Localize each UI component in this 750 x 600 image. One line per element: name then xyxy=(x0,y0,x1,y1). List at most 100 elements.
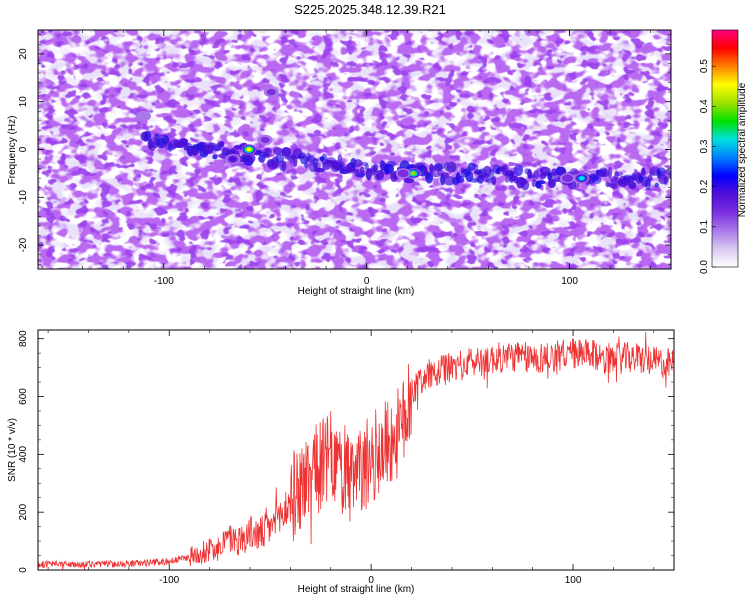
peak-contour xyxy=(266,88,276,96)
heatmap-x-tick-label: -100 xyxy=(154,276,174,287)
ridge-blob xyxy=(474,164,478,171)
ridge-blob xyxy=(435,162,446,170)
chart-title: S225.2025.348.12.39.R21 xyxy=(294,2,446,17)
heatmap-y-tick-label: 10 xyxy=(18,96,29,108)
peak-contour xyxy=(564,175,571,181)
ridge-blob xyxy=(601,168,610,178)
ridge-blob xyxy=(314,162,321,170)
ridge-blob xyxy=(314,167,325,173)
ridge-blob xyxy=(547,172,552,181)
ridge-blob xyxy=(656,167,667,177)
ridge-blob xyxy=(354,172,366,178)
colorbar-gradient xyxy=(712,30,738,267)
colorbar-label: Normalized spectral amplitude xyxy=(737,82,748,217)
heatmap-x-axis-label: Height of straight line (km) xyxy=(298,286,415,297)
ridge-blob xyxy=(488,169,495,180)
colorbar: 0.0 0.1 0.2 0.3 0.4 0.5 Normalized spectral a… xyxy=(699,29,748,274)
ridge-blob xyxy=(591,176,602,185)
ridge-blob xyxy=(352,159,363,167)
heatmap-plot-area xyxy=(38,30,671,269)
snr-line xyxy=(38,332,674,570)
ridge-blob xyxy=(641,167,646,176)
ridge-blob xyxy=(504,175,510,183)
ridge-blob xyxy=(281,160,287,173)
peak-contour xyxy=(410,171,416,176)
peak-contour xyxy=(579,176,585,181)
colorbar-tick-label: 0.0 xyxy=(699,260,710,274)
ridge-blob xyxy=(154,133,160,139)
snr-y-tick-label: 200 xyxy=(18,503,29,520)
ridge-blob xyxy=(570,168,579,176)
peak-contour xyxy=(229,156,237,162)
colorbar-tick-label: 0.5 xyxy=(699,59,710,73)
ridge-blob xyxy=(376,169,385,181)
ridge-blob xyxy=(359,166,365,174)
ridge-blob xyxy=(628,181,637,190)
ridge-blob xyxy=(403,178,415,184)
snr-y-tick-label: 800 xyxy=(18,330,29,347)
ridge-blob xyxy=(218,141,225,148)
ridge-blob xyxy=(513,164,524,176)
ridge-blob xyxy=(449,162,459,173)
peak-contour xyxy=(399,170,407,176)
peak-contour xyxy=(246,147,252,152)
ridge-blob xyxy=(265,147,272,157)
ridge-blob xyxy=(293,155,298,167)
ridge-blob xyxy=(535,180,546,185)
colorbar-tick-label: 0.3 xyxy=(699,139,710,153)
ridge-blob xyxy=(300,155,309,165)
ridge-blob xyxy=(337,154,343,163)
ridge-blob xyxy=(647,174,653,182)
heatmap-y-tick-label: -20 xyxy=(18,237,29,252)
ridge-blob xyxy=(322,162,331,170)
ridge-blob xyxy=(456,175,465,183)
heatmap-y-axis-label: Frequency (Hz) xyxy=(7,116,18,185)
snr-frame xyxy=(37,329,675,571)
ridge-blob xyxy=(491,176,497,185)
ridge-blob xyxy=(373,163,379,173)
ridge-blob xyxy=(467,162,476,171)
snr-y-tick-label: 400 xyxy=(18,446,29,463)
ridge-blob xyxy=(533,169,540,179)
ridge-blob xyxy=(468,178,479,183)
snr-x-tick-label: -100 xyxy=(159,575,179,586)
colorbar-tick-label: 0.4 xyxy=(699,99,710,113)
snr-y-axis-label: SNR (10 * v/v) xyxy=(7,418,18,482)
colorbar-tick-label: 0.1 xyxy=(699,219,710,233)
snr-x-axis-label: Height of straight line (km) xyxy=(298,584,415,595)
ridge-blob xyxy=(610,177,619,190)
ridge-blob xyxy=(386,160,396,168)
ridge-blob xyxy=(431,172,441,178)
heatmap-y-tick-label: 20 xyxy=(18,48,29,60)
snr-x-tick-label: 100 xyxy=(565,575,582,586)
ridge-blob xyxy=(304,162,309,168)
colorbar-ticks: 0.0 0.1 0.2 0.3 0.4 0.5 xyxy=(699,59,716,274)
snr-y-tick-label: 0 xyxy=(18,567,29,573)
peak-contour xyxy=(139,112,148,120)
ridge-blob xyxy=(144,130,152,142)
ridge-blob xyxy=(614,171,624,177)
ridge-blob xyxy=(351,168,360,174)
ridge-blob xyxy=(644,178,651,191)
ridge-layer xyxy=(140,130,671,191)
colorbar-tick-label: 0.2 xyxy=(699,179,710,193)
ridge-blob xyxy=(654,182,659,188)
ridge-blob xyxy=(212,154,218,160)
snr-axes: -100 0 100 0 200 400 600 800 xyxy=(18,330,674,586)
snr-panel: -100 0 100 0 200 400 600 800 Height of straight… xyxy=(7,329,675,595)
ridge-blob xyxy=(485,178,494,184)
ridge-blob xyxy=(607,166,613,179)
ridge-blob xyxy=(667,172,671,178)
ridge-blob xyxy=(443,175,455,186)
ridge-blob xyxy=(245,153,256,164)
snr-y-tick-label: 600 xyxy=(18,388,29,405)
heatmap-y-tick-label: -10 xyxy=(18,190,29,205)
ridge-blob xyxy=(531,179,537,188)
ridge-blob xyxy=(273,147,282,155)
peak-layer xyxy=(136,86,590,184)
snr-x-tick-label: 0 xyxy=(368,575,374,586)
ridge-blob xyxy=(521,179,530,191)
peak-contour xyxy=(260,136,270,144)
